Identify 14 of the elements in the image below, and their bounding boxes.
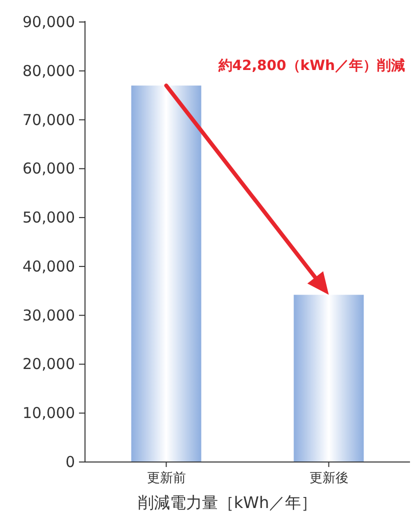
y-tick-label: 0 <box>65 453 75 471</box>
y-tick-label: 80,000 <box>22 62 75 80</box>
x-tick-label: 更新前 <box>146 471 186 486</box>
y-tick-label: 30,000 <box>22 306 75 324</box>
y-tick-label: 50,000 <box>22 208 75 227</box>
y-tick-label: 10,000 <box>22 404 75 422</box>
y-tick-label: 60,000 <box>22 160 75 178</box>
y-tick-label: 40,000 <box>22 257 75 276</box>
y-tick-label: 70,000 <box>22 110 75 129</box>
x-axis-title: 削減電力量［kWh／年］ <box>138 493 318 512</box>
x-tick-label: 更新後 <box>309 471 348 486</box>
y-tick-label: 20,000 <box>22 355 75 374</box>
y-tick-label: 90,000 <box>22 13 75 31</box>
annotation: 約42,800（kWh／年）削減 <box>217 58 405 74</box>
